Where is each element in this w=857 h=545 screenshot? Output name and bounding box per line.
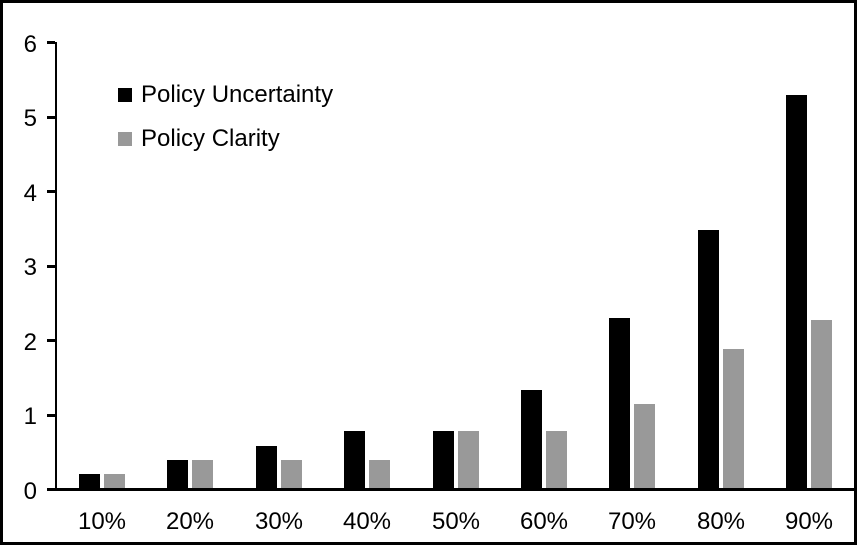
x-axis-category-label: 10%: [77, 508, 127, 535]
x-axis-category-label: 20%: [165, 508, 215, 535]
y-axis-tick-label: 6: [23, 31, 37, 58]
legend-item-policy-uncertainty: Policy Uncertainty: [118, 81, 333, 109]
legend-label: Policy Clarity: [141, 125, 280, 152]
bar-policy-uncertainty: [79, 474, 100, 488]
bar-policy-clarity: [192, 460, 213, 488]
bar-policy-clarity: [458, 431, 479, 488]
bar-policy-clarity: [811, 320, 832, 488]
bar-policy-clarity: [281, 460, 302, 488]
bar-policy-uncertainty: [256, 446, 277, 488]
y-axis-tick-label: 3: [23, 254, 37, 281]
y-axis-tick: [47, 414, 55, 417]
y-axis-tick: [47, 41, 55, 44]
y-axis-tick-label: 0: [23, 478, 37, 505]
bar-policy-uncertainty: [698, 230, 719, 488]
x-axis-category-label: 60%: [519, 508, 569, 535]
y-axis-tick-label: 5: [23, 105, 37, 132]
bar-policy-uncertainty: [609, 318, 630, 488]
y-axis-tick: [47, 488, 55, 491]
bar-policy-clarity: [723, 349, 744, 488]
y-axis-tick: [47, 116, 55, 119]
legend-label: Policy Uncertainty: [141, 81, 334, 108]
bar-policy-clarity: [546, 431, 567, 488]
x-axis-category-label: 30%: [254, 508, 304, 535]
legend-item-policy-clarity: Policy Clarity: [118, 125, 333, 153]
y-axis-tick: [47, 339, 55, 342]
x-axis-category-label: 40%: [342, 508, 392, 535]
y-axis-tick-label: 4: [23, 180, 37, 207]
legend-swatch-icon: [118, 88, 132, 102]
bar-policy-clarity: [104, 474, 125, 488]
x-axis-category-label: 90%: [784, 508, 834, 535]
x-axis-line: [55, 488, 854, 491]
x-axis-category-label: 50%: [431, 508, 481, 535]
bar-policy-clarity: [634, 404, 655, 488]
legend-swatch-icon: [118, 132, 132, 146]
bar-policy-uncertainty: [344, 431, 365, 488]
bar-policy-uncertainty: [521, 390, 542, 488]
bar-policy-uncertainty: [786, 95, 807, 488]
bar-policy-uncertainty: [167, 460, 188, 488]
y-axis-line: [55, 42, 57, 491]
y-axis-tick: [47, 190, 55, 193]
y-axis-tick-label: 1: [23, 403, 37, 430]
bar-policy-uncertainty: [433, 431, 454, 488]
legend: Policy Uncertainty Policy Clarity: [118, 81, 333, 153]
bar-policy-clarity: [369, 460, 390, 488]
x-axis-category-label: 80%: [696, 508, 746, 535]
y-axis-tick: [47, 265, 55, 268]
x-axis-category-label: 70%: [607, 508, 657, 535]
y-axis-tick-label: 2: [23, 329, 37, 356]
